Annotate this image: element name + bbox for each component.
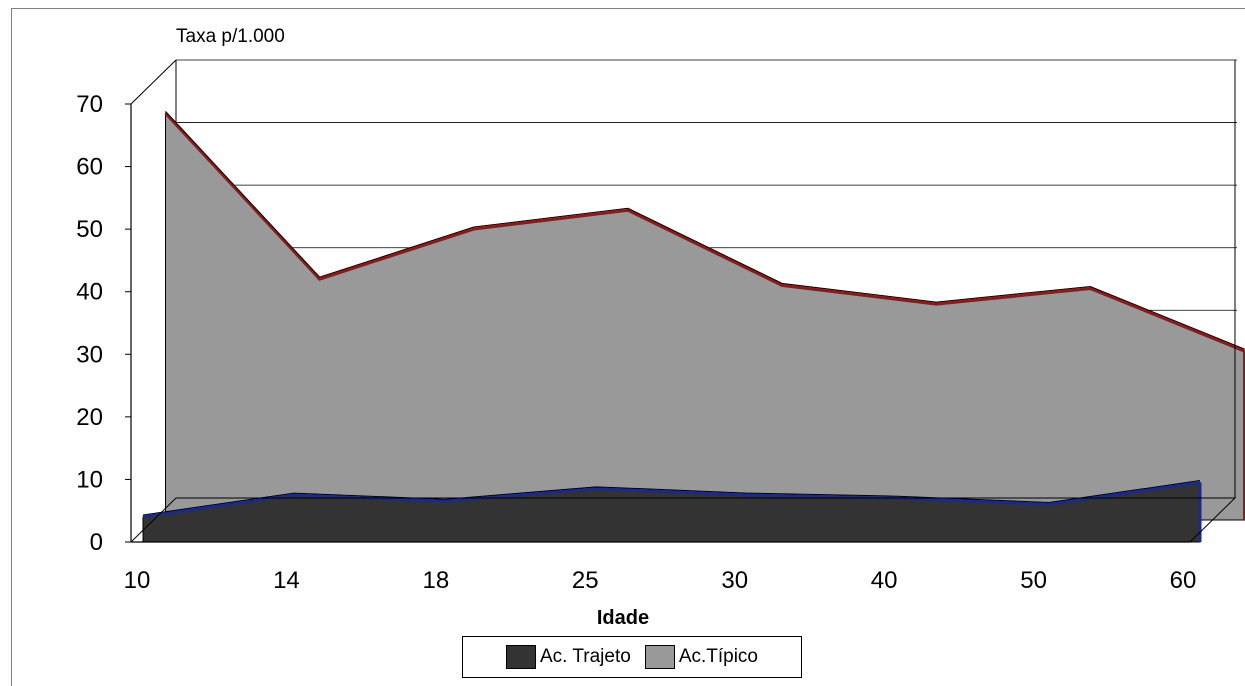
y-tick-label-20: 20 bbox=[76, 404, 103, 431]
series-ac-trajeto bbox=[142, 480, 1202, 543]
y-tick-label-0: 0 bbox=[90, 529, 103, 556]
x-tick-label-14: 14 bbox=[273, 567, 300, 594]
ridge-outline-ac-trajeto bbox=[142, 480, 1201, 516]
y-unit-label: Taxa p/1.000 bbox=[176, 26, 285, 47]
y-tick-label-60: 60 bbox=[76, 154, 103, 181]
x-axis-title: Idade bbox=[597, 607, 649, 629]
chart-frame bbox=[11, 8, 1245, 686]
x-tick-label-25: 25 bbox=[572, 567, 599, 594]
y-tick-label-10: 10 bbox=[76, 466, 103, 493]
ridge-ac-trajeto bbox=[142, 481, 1201, 519]
legend-label-ac-trajeto: Ac. Trajeto bbox=[539, 646, 631, 667]
legend: Ac. Trajeto Ac.Típico bbox=[462, 636, 802, 678]
side-wall-top bbox=[130, 59, 177, 105]
y-tick-label-40: 40 bbox=[76, 279, 103, 306]
chart-axes: 0 10 20 30 40 50 60 70 10 14 18 25 30 40 50 60 bbox=[76, 60, 1237, 594]
ridge-ac-tipico bbox=[164, 112, 1245, 353]
legend-swatch-ac-tipico bbox=[644, 645, 675, 669]
legend-label-ac-tipico: Ac.Típico bbox=[678, 646, 759, 667]
area-ac-tipico bbox=[165, 112, 1245, 521]
legend-item-ac-tipico: Ac.Típico bbox=[644, 645, 759, 669]
x-tick-label-60: 60 bbox=[1170, 567, 1197, 594]
x-tick-label-30: 30 bbox=[721, 567, 748, 594]
y-tick-label-30: 30 bbox=[76, 341, 103, 368]
x-tick-label-18: 18 bbox=[423, 567, 450, 594]
x-tick-label-10: 10 bbox=[124, 567, 151, 594]
ridge-outline-ac-tipico bbox=[165, 110, 1245, 350]
x-tick-label-40: 40 bbox=[871, 567, 898, 594]
x-tick-label-50: 50 bbox=[1020, 567, 1047, 594]
y-tick-label-70: 70 bbox=[76, 91, 103, 118]
y-tick-label-50: 50 bbox=[76, 216, 103, 243]
legend-item-ac-trajeto: Ac. Trajeto bbox=[505, 645, 631, 669]
series-ac-tipico bbox=[164, 110, 1245, 521]
legend-swatch-ac-trajeto bbox=[505, 645, 536, 669]
